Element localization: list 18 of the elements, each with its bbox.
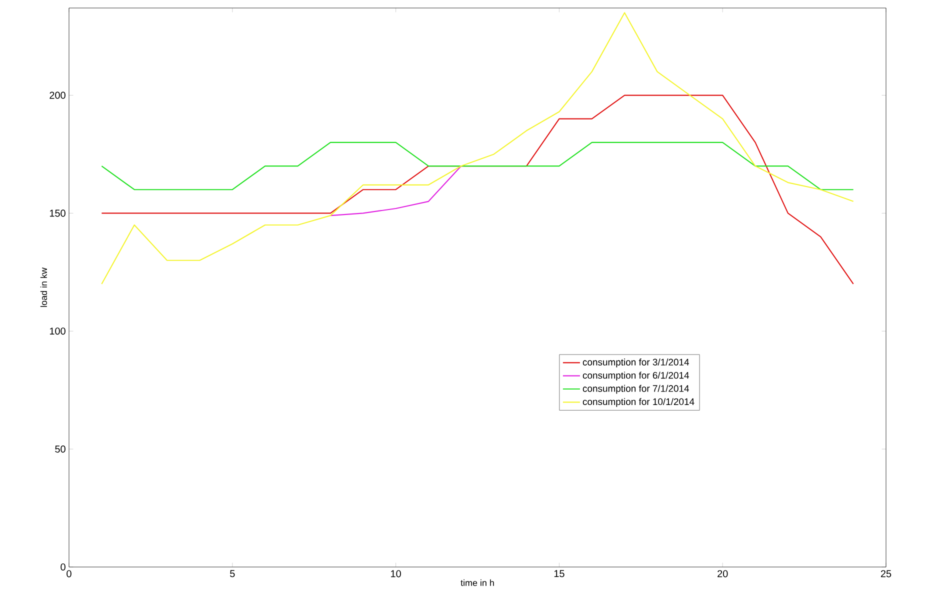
legend-label: consumption for 7/1/2014 — [582, 384, 690, 394]
line-series — [330, 165, 462, 216]
x-tick-label: 25 — [880, 570, 892, 578]
y-axis-title: load in kw — [40, 268, 48, 307]
y-tick-label: 200 — [50, 92, 66, 99]
x-tick-label: 20 — [718, 570, 728, 578]
x-tick-label: 0 — [66, 570, 72, 578]
y-tick-label: 150 — [50, 210, 66, 217]
x-axis-title: time in h — [460, 579, 494, 586]
y-tick-label: 0 — [60, 563, 66, 571]
y-tick-label: 100 — [50, 328, 66, 335]
x-tick-label: 15 — [554, 570, 564, 578]
x-tick-label: 5 — [230, 570, 235, 578]
y-tick-label: 50 — [55, 446, 66, 453]
legend-label: consumption for 3/1/2014 — [582, 358, 690, 368]
legend-label: consumption for 6/1/2014 — [582, 372, 690, 381]
x-tick-label: 10 — [391, 570, 401, 578]
legend-label: consumption for 10/1/2014 — [582, 398, 694, 407]
